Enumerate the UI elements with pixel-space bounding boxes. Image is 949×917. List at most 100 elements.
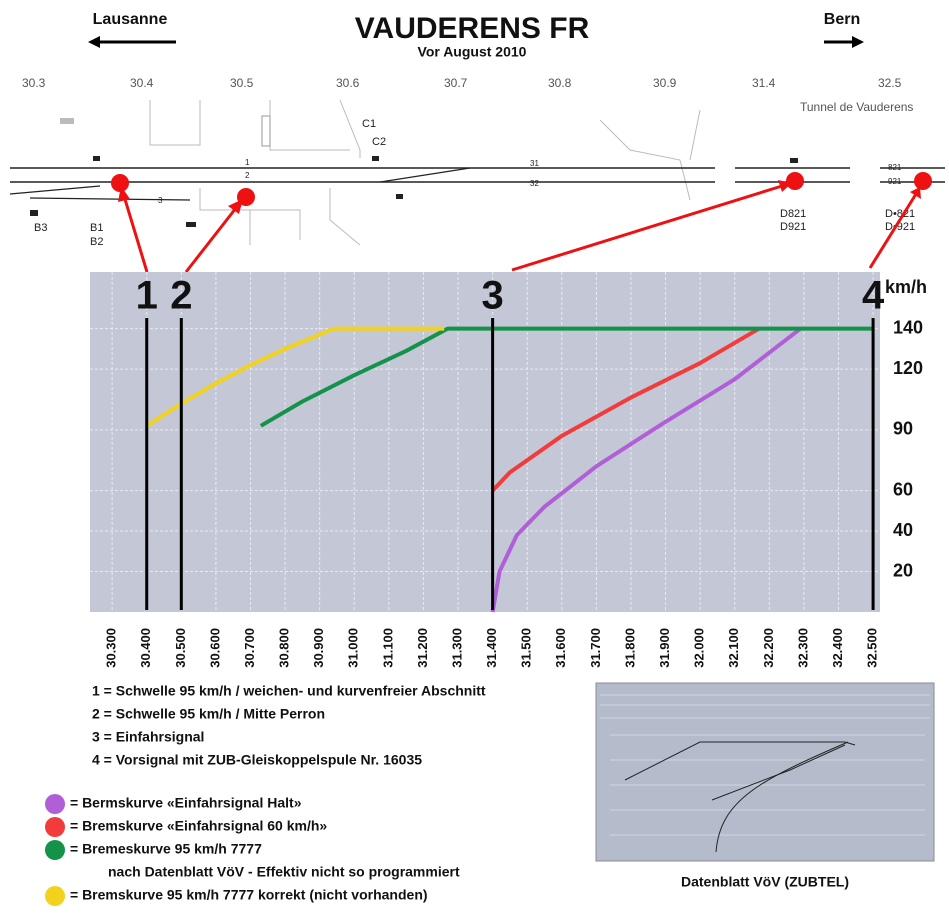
km-label: 30.7 bbox=[444, 76, 468, 90]
signal-label: B1 bbox=[90, 222, 103, 234]
arrow-head bbox=[88, 36, 100, 48]
x-tick-label: 30.300 bbox=[104, 628, 119, 668]
km-label: 32.5 bbox=[878, 76, 902, 90]
legend-label: = Bremskurve 95 km/h 7777 korrekt (nicht… bbox=[70, 887, 428, 903]
legend-label: = Bermskurve «Einfahrsignal Halt» bbox=[70, 795, 302, 811]
x-tick-label: 30.700 bbox=[242, 628, 257, 668]
x-tick-label: 31.800 bbox=[622, 628, 637, 668]
building-outline bbox=[150, 100, 700, 245]
x-tick-label: 31.000 bbox=[346, 628, 361, 668]
x-tick-label: 30.400 bbox=[138, 628, 153, 668]
signal-icon bbox=[93, 156, 100, 161]
track-diagram: 30.3 30.4 30.5 30.6 30.7 30.8 30.9 31.4 … bbox=[10, 76, 945, 248]
x-tick-label: 30.900 bbox=[311, 628, 326, 668]
marker-label: 2 bbox=[170, 274, 192, 318]
x-tick-label: 30.600 bbox=[207, 628, 222, 668]
y-axis-label: km/h bbox=[885, 277, 927, 297]
inset-frame bbox=[596, 683, 934, 861]
x-tick-label: 32.100 bbox=[726, 628, 741, 668]
legend-note: nach Datenblatt VöV - Effektiv nicht so … bbox=[108, 864, 460, 880]
y-tick-label: 40 bbox=[893, 520, 913, 540]
track-number: 921 bbox=[888, 177, 902, 186]
signal-icon bbox=[372, 156, 379, 161]
km-label: 30.9 bbox=[653, 76, 677, 90]
marker-description: 4 = Vorsignal mit ZUB-Gleiskoppelspule N… bbox=[92, 752, 422, 768]
track-number: 3 bbox=[158, 196, 163, 205]
x-tick-label: 32.300 bbox=[795, 628, 810, 668]
signal-label: D•921 bbox=[885, 221, 915, 233]
legend-swatch bbox=[45, 817, 65, 837]
plot-area bbox=[90, 272, 880, 612]
marker-description: 1 = Schwelle 95 km/h / weichen- und kurv… bbox=[92, 683, 486, 699]
x-tick-label: 31.900 bbox=[657, 628, 672, 668]
track-number: 1 bbox=[245, 158, 250, 167]
x-tick-label: 31.100 bbox=[380, 628, 395, 668]
signal-icon bbox=[30, 210, 38, 216]
x-tick-label: 30.500 bbox=[173, 628, 188, 668]
title: VAUDERENS FR bbox=[355, 12, 590, 45]
marker-label: 3 bbox=[481, 274, 503, 318]
x-tick-label: 31.600 bbox=[553, 628, 568, 668]
track-number: 31 bbox=[530, 159, 539, 168]
tunnel-label: Tunnel de Vauderens bbox=[800, 100, 913, 114]
marker-description: 3 = Einfahrsignal bbox=[92, 729, 204, 745]
y-tick-label: 60 bbox=[893, 479, 913, 499]
signal-label: B3 bbox=[34, 222, 47, 234]
x-tick-label: 32.400 bbox=[830, 628, 845, 668]
signal-label: D921 bbox=[780, 221, 806, 233]
signal-icon bbox=[396, 194, 403, 199]
right-direction: Bern bbox=[824, 11, 860, 28]
legend-swatch bbox=[45, 794, 65, 814]
y-tick-label: 120 bbox=[893, 358, 923, 378]
km-label: 30.3 bbox=[22, 76, 46, 90]
left-direction: Lausanne bbox=[93, 11, 168, 28]
signal-icon bbox=[790, 158, 798, 163]
legend-label: = Bremeskurve 95 km/h 7777 bbox=[70, 841, 262, 857]
x-tick-label: 30.800 bbox=[277, 628, 292, 668]
building bbox=[262, 116, 270, 146]
marker-label: 4 bbox=[862, 274, 885, 318]
signal-label: B2 bbox=[90, 236, 103, 248]
track bbox=[30, 198, 190, 200]
y-tick-label: 90 bbox=[893, 419, 913, 439]
pointer-arrow bbox=[124, 196, 147, 272]
building bbox=[60, 118, 74, 124]
x-tick-label: 32.000 bbox=[692, 628, 707, 668]
y-tick-label: 140 bbox=[893, 317, 923, 337]
km-label: 30.5 bbox=[230, 76, 254, 90]
x-tick-label: 31.300 bbox=[449, 628, 464, 668]
arrow-head bbox=[228, 199, 243, 214]
x-tick-label: 31.700 bbox=[588, 628, 603, 668]
track-number: 821 bbox=[888, 163, 902, 172]
legend-label: = Bremskurve «Einfahrsignal 60 km/h» bbox=[70, 818, 327, 834]
km-label: 30.6 bbox=[336, 76, 360, 90]
legend: 1 = Schwelle 95 km/h / weichen- und kurv… bbox=[45, 683, 486, 906]
signal-label: C1 bbox=[362, 118, 376, 130]
arrow-head bbox=[852, 36, 864, 48]
track bbox=[380, 168, 470, 182]
km-label: 30.8 bbox=[548, 76, 572, 90]
track-number: 2 bbox=[245, 171, 250, 180]
position-dot bbox=[914, 172, 932, 190]
position-dot bbox=[786, 172, 804, 190]
x-tick-label: 31.500 bbox=[519, 628, 534, 668]
signal-label: D821 bbox=[780, 208, 806, 220]
signal-icon bbox=[186, 222, 196, 227]
signal-label: C2 bbox=[372, 136, 386, 148]
pointer-arrow bbox=[186, 208, 236, 272]
marker-description: 2 = Schwelle 95 km/h / Mitte Perron bbox=[92, 706, 325, 722]
track bbox=[10, 186, 100, 194]
y-tick-label: 20 bbox=[893, 560, 913, 580]
page: Lausanne VAUDERENS FR Vor August 2010 Be… bbox=[0, 0, 949, 917]
km-label: 31.4 bbox=[752, 76, 776, 90]
figure: Lausanne VAUDERENS FR Vor August 2010 Be… bbox=[0, 0, 949, 917]
x-tick-label: 31.200 bbox=[415, 628, 430, 668]
marker-label: 1 bbox=[136, 274, 158, 318]
position-dot bbox=[111, 174, 129, 192]
subtitle: Vor August 2010 bbox=[418, 44, 527, 60]
track-number: 32 bbox=[530, 179, 539, 188]
x-tick-label: 32.500 bbox=[865, 628, 880, 668]
legend-swatch bbox=[45, 886, 65, 906]
inset-image bbox=[596, 683, 934, 861]
inset-caption: Datenblatt VöV (ZUBTEL) bbox=[681, 874, 849, 890]
